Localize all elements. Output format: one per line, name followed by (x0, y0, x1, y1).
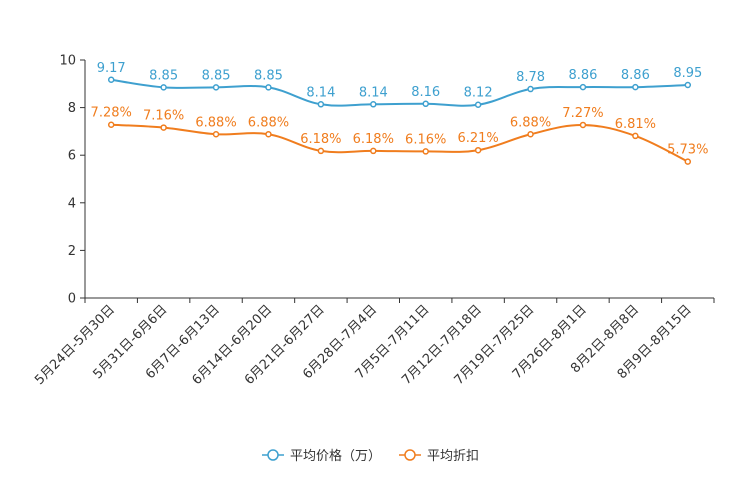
data-point-0-10[interactable] (632, 83, 639, 91)
legend-marker-icon (404, 449, 416, 461)
data-point-1-10[interactable] (632, 132, 639, 140)
data-point-0-1[interactable] (160, 84, 167, 91)
data-label-0-3: 8.85 (254, 68, 283, 83)
y-tick-label: 4 (68, 196, 76, 211)
data-point-1-2[interactable] (212, 131, 220, 138)
legend-label: 平均价格（万） (290, 448, 381, 464)
data-point-1-4[interactable] (317, 147, 325, 155)
data-point-0-6[interactable] (422, 100, 429, 108)
data-label-0-4: 8.14 (306, 85, 335, 100)
y-tick-label: 6 (68, 149, 76, 164)
data-point-0-5[interactable] (370, 101, 377, 108)
y-tick-label: 2 (68, 244, 76, 259)
data-point-1-6[interactable] (422, 148, 429, 155)
data-label-0-0: 9.17 (97, 61, 126, 76)
data-point-0-9[interactable] (579, 83, 587, 91)
y-tick-label: 10 (59, 54, 76, 69)
y-tick-label: 8 (68, 101, 76, 116)
data-point-0-2[interactable] (212, 84, 220, 91)
series-line-1 (111, 123, 689, 163)
data-label-1-11: 5.73% (667, 143, 708, 158)
data-point-0-3[interactable] (265, 84, 272, 91)
data-label-0-7: 8.12 (464, 86, 493, 101)
data-labels: 9.17 8.85 8.85 8.85 8.14 8.14 8.16 8.12 8.78 8.86… (91, 61, 709, 158)
data-point-1-8[interactable] (527, 131, 534, 138)
data-label-0-8: 8.78 (516, 70, 545, 85)
series-line-0 (111, 78, 688, 107)
data-point-0-11[interactable] (684, 81, 692, 89)
legend-label: 平均折扣 (427, 449, 479, 464)
data-label-1-8: 6.88% (510, 115, 551, 130)
data-label-0-10: 8.86 (621, 68, 650, 83)
data-point-0-7[interactable] (474, 101, 482, 108)
data-point-1-1[interactable] (160, 124, 167, 131)
series-points (107, 76, 692, 165)
data-point-1-0[interactable] (107, 121, 115, 128)
data-label-0-2: 8.85 (202, 68, 231, 83)
data-label-1-10: 6.81% (615, 117, 656, 132)
legend[interactable]: 平均价格（万） 平均折扣 (262, 448, 479, 464)
legend-item-1[interactable]: 平均折扣 (399, 449, 479, 464)
legend-item-0[interactable]: 平均价格（万） (262, 448, 381, 464)
data-point-1-5[interactable] (370, 147, 377, 155)
data-label-0-11: 8.95 (673, 66, 702, 81)
data-point-0-0[interactable] (107, 76, 115, 84)
data-label-1-7: 6.21% (457, 131, 498, 146)
data-label-1-4: 6.18% (300, 132, 341, 147)
data-point-0-8[interactable] (527, 85, 534, 93)
data-label-0-9: 8.86 (568, 68, 597, 83)
data-label-1-3: 6.88% (248, 115, 289, 130)
data-label-0-6: 8.16 (411, 85, 440, 100)
data-label-1-5: 6.18% (353, 132, 394, 147)
data-label-1-9: 7.27% (562, 106, 603, 121)
legend-marker-icon (267, 449, 279, 461)
data-label-1-6: 6.16% (405, 132, 446, 147)
data-point-0-4[interactable] (317, 101, 325, 108)
y-tick-label: 0 (68, 292, 76, 307)
data-point-1-7[interactable] (474, 146, 482, 154)
data-point-1-9[interactable] (579, 121, 587, 129)
data-point-1-11[interactable] (684, 158, 692, 165)
data-label-1-1: 7.16% (143, 109, 184, 124)
data-label-0-5: 8.14 (359, 85, 388, 100)
data-label-1-0: 7.28% (91, 106, 132, 121)
data-label-0-1: 8.85 (149, 68, 178, 83)
data-label-1-2: 6.88% (195, 115, 236, 130)
data-point-1-3[interactable] (265, 131, 272, 138)
series-lines (111, 78, 689, 163)
